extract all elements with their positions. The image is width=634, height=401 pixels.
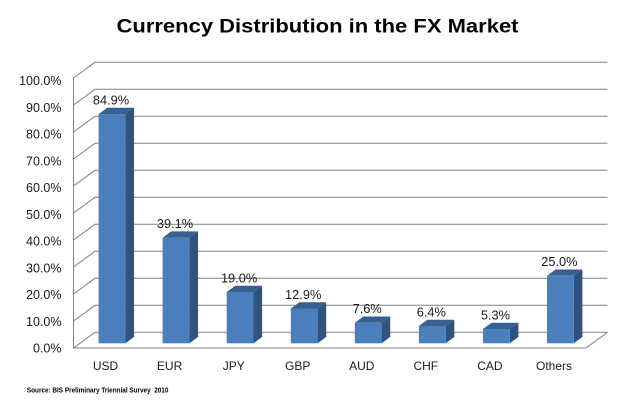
svg-text:GBP: GBP: [285, 359, 310, 373]
svg-text:Currency Distribution in the F: Currency Distribution in the FX Market: [117, 16, 520, 37]
svg-text:CAD: CAD: [477, 359, 503, 373]
svg-text:Source: BIS Preliminary Trienn: Source: BIS Preliminary Triennial Survey…: [27, 385, 169, 394]
svg-text:CHF: CHF: [413, 359, 438, 373]
svg-text:39.1%: 39.1%: [157, 216, 193, 231]
svg-text:90.0%: 90.0%: [26, 101, 61, 115]
svg-text:40.0%: 40.0%: [26, 235, 61, 249]
svg-text:0.0%: 0.0%: [33, 342, 62, 356]
svg-text:30.0%: 30.0%: [26, 261, 61, 275]
svg-text:USD: USD: [93, 359, 119, 373]
svg-text:Others: Others: [536, 359, 572, 373]
svg-text:AUD: AUD: [349, 359, 375, 373]
svg-text:12.9%: 12.9%: [285, 287, 321, 302]
svg-text:19.0%: 19.0%: [221, 270, 257, 285]
svg-text:20.0%: 20.0%: [26, 288, 61, 302]
svg-text:80.0%: 80.0%: [26, 128, 61, 142]
svg-text:EUR: EUR: [157, 359, 183, 373]
svg-text:50.0%: 50.0%: [26, 208, 61, 222]
svg-text:5.3%: 5.3%: [481, 307, 510, 322]
svg-text:25.0%: 25.0%: [541, 254, 577, 269]
svg-text:60.0%: 60.0%: [26, 181, 61, 195]
svg-text:7.6%: 7.6%: [353, 301, 382, 316]
svg-text:6.4%: 6.4%: [417, 304, 446, 319]
svg-text:70.0%: 70.0%: [26, 154, 61, 168]
svg-text:10.0%: 10.0%: [26, 315, 61, 329]
svg-text:JPY: JPY: [223, 359, 245, 373]
svg-text:100.0%: 100.0%: [19, 74, 61, 88]
svg-text:84.9%: 84.9%: [93, 93, 129, 108]
